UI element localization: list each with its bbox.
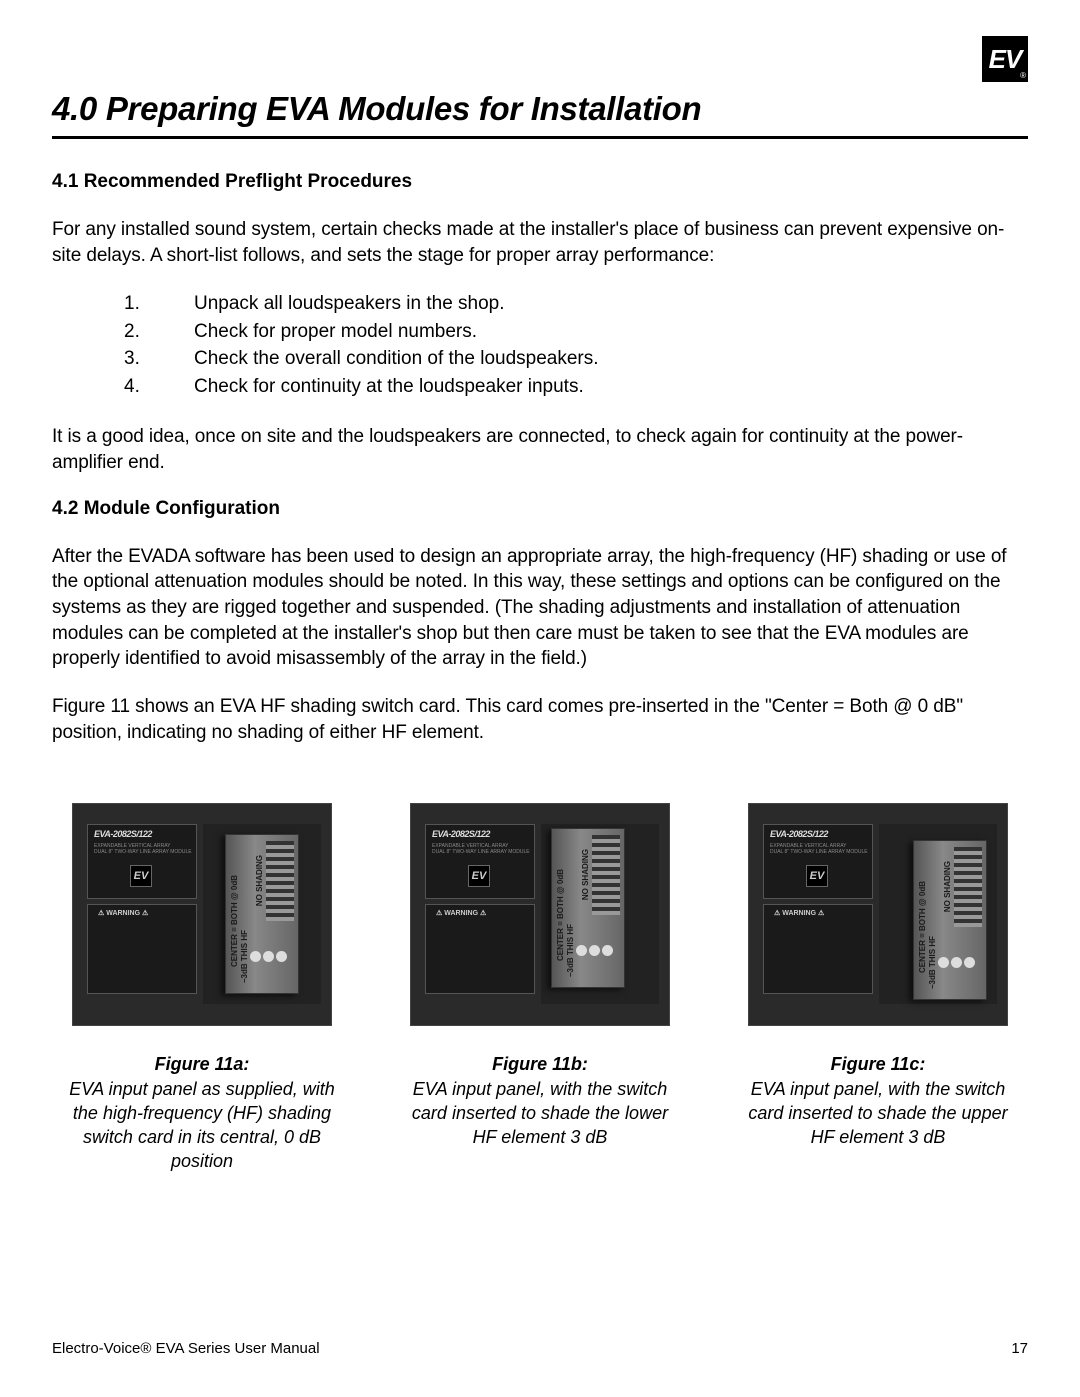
figure-11b: EXPANDABLE VERTICAL ARRAYDUAL 8" TWO-WAY… [390, 803, 690, 1173]
card-label-3db: −3dB THIS HF [928, 936, 937, 989]
card-slot: CENTER = BOTH @ 0dB −3dB THIS HF NO SHAD… [541, 824, 659, 1004]
paragraph-4-2-b: Figure 11 shows an EVA HF shading switch… [52, 694, 1028, 745]
list-item-number: 1. [124, 290, 194, 318]
figure-11c-caption: Figure 11c: EVA input panel, with the sw… [738, 1052, 1018, 1149]
card-connectors [954, 847, 982, 927]
figure-11c: EXPANDABLE VERTICAL ARRAYDUAL 8" TWO-WAY… [728, 803, 1028, 1173]
list-item: 3. Check the overall condition of the lo… [124, 345, 1028, 373]
card-chips [250, 951, 290, 963]
brand-logo-registered: ® [1020, 71, 1026, 80]
page-title: 4.0 Preparing EVA Modules for Installati… [52, 90, 1028, 128]
list-item-text: Check for proper model numbers. [194, 318, 477, 346]
card-label-noshade: NO SHADING [581, 849, 590, 900]
list-item-number: 2. [124, 318, 194, 346]
footer-manual-title: Electro-Voice® EVA Series User Manual [52, 1340, 320, 1357]
brand-logo: EV ® [982, 36, 1028, 82]
card-slot: CENTER = BOTH @ 0dB −3dB THIS HF NO SHAD… [203, 824, 321, 1004]
ev-badge-icon: EV [806, 865, 828, 887]
panel-label: EXPANDABLE VERTICAL ARRAYDUAL 8" TWO-WAY… [763, 824, 873, 899]
figure-11b-image: EXPANDABLE VERTICAL ARRAYDUAL 8" TWO-WAY… [410, 803, 670, 1026]
panel-small-text: EXPANDABLE VERTICAL ARRAYDUAL 8" TWO-WAY… [770, 843, 868, 855]
paragraph-4-1-outro: It is a good idea, once on site and the … [52, 424, 1028, 475]
figure-caption-text: EVA input panel, with the switch card in… [412, 1079, 668, 1148]
figure-title: Figure 11c: [738, 1052, 1018, 1076]
card-label-center: CENTER = BOTH @ 0dB [230, 875, 239, 967]
panel-label: EXPANDABLE VERTICAL ARRAYDUAL 8" TWO-WAY… [425, 824, 535, 899]
warning-label [87, 904, 197, 994]
shading-switch-card: CENTER = BOTH @ 0dB −3dB THIS HF NO SHAD… [551, 828, 625, 988]
list-item-number: 3. [124, 345, 194, 373]
ev-badge-icon: EV [130, 865, 152, 887]
card-label-center: CENTER = BOTH @ 0dB [556, 869, 565, 961]
card-label-noshade: NO SHADING [255, 855, 264, 906]
page-footer: Electro-Voice® EVA Series User Manual 17 [52, 1340, 1028, 1357]
card-chips [938, 957, 978, 969]
figure-title: Figure 11b: [400, 1052, 680, 1076]
panel-label: EXPANDABLE VERTICAL ARRAYDUAL 8" TWO-WAY… [87, 824, 197, 899]
list-item-number: 4. [124, 373, 194, 401]
warning-label [763, 904, 873, 994]
list-item-text: Check for continuity at the loudspeaker … [194, 373, 584, 401]
list-item-text: Unpack all loudspeakers in the shop. [194, 290, 505, 318]
paragraph-4-2-a: After the EVADA software has been used t… [52, 544, 1028, 672]
figure-11c-image: EXPANDABLE VERTICAL ARRAYDUAL 8" TWO-WAY… [748, 803, 1008, 1026]
warning-label [425, 904, 535, 994]
card-label-3db: −3dB THIS HF [240, 930, 249, 983]
figure-11a-caption: Figure 11a: EVA input panel as supplied,… [62, 1052, 342, 1173]
title-divider [52, 136, 1028, 139]
heading-4-2: 4.2 Module Configuration [52, 498, 1028, 520]
list-item: 4. Check for continuity at the loudspeak… [124, 373, 1028, 401]
paragraph-4-1-intro: For any installed sound system, certain … [52, 217, 1028, 268]
shading-switch-card: CENTER = BOTH @ 0dB −3dB THIS HF NO SHAD… [913, 840, 987, 1000]
card-connectors [592, 835, 620, 915]
shading-switch-card: CENTER = BOTH @ 0dB −3dB THIS HF NO SHAD… [225, 834, 299, 994]
figure-11b-caption: Figure 11b: EVA input panel, with the sw… [400, 1052, 680, 1149]
brand-logo-text: EV [989, 44, 1022, 75]
figure-title: Figure 11a: [62, 1052, 342, 1076]
card-chips [576, 945, 616, 957]
list-item: 2. Check for proper model numbers. [124, 318, 1028, 346]
card-connectors [266, 841, 294, 921]
panel-small-text: EXPANDABLE VERTICAL ARRAYDUAL 8" TWO-WAY… [94, 843, 192, 855]
figure-11a: EXPANDABLE VERTICAL ARRAYDUAL 8" TWO-WAY… [52, 803, 352, 1173]
figures-row: EXPANDABLE VERTICAL ARRAYDUAL 8" TWO-WAY… [52, 803, 1028, 1173]
panel-small-text: EXPANDABLE VERTICAL ARRAYDUAL 8" TWO-WAY… [432, 843, 530, 855]
ev-badge-icon: EV [468, 865, 490, 887]
figure-caption-text: EVA input panel, with the switch card in… [748, 1079, 1007, 1148]
heading-4-1: 4.1 Recommended Preflight Procedures [52, 171, 1028, 193]
preflight-list: 1. Unpack all loudspeakers in the shop. … [124, 290, 1028, 400]
card-label-3db: −3dB THIS HF [566, 924, 575, 977]
footer-page-number: 17 [1011, 1340, 1028, 1357]
list-item-text: Check the overall condition of the louds… [194, 345, 599, 373]
list-item: 1. Unpack all loudspeakers in the shop. [124, 290, 1028, 318]
figure-caption-text: EVA input panel as supplied, with the hi… [69, 1079, 335, 1172]
card-slot: CENTER = BOTH @ 0dB −3dB THIS HF NO SHAD… [879, 824, 997, 1004]
card-label-center: CENTER = BOTH @ 0dB [918, 881, 927, 973]
figure-11a-image: EXPANDABLE VERTICAL ARRAYDUAL 8" TWO-WAY… [72, 803, 332, 1026]
card-label-noshade: NO SHADING [943, 861, 952, 912]
